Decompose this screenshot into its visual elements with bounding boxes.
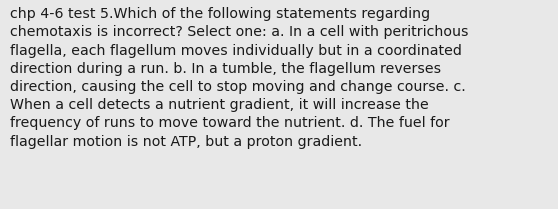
Text: chp 4-6 test 5.Which of the following statements regarding
chemotaxis is incorre: chp 4-6 test 5.Which of the following st… [10,7,469,149]
